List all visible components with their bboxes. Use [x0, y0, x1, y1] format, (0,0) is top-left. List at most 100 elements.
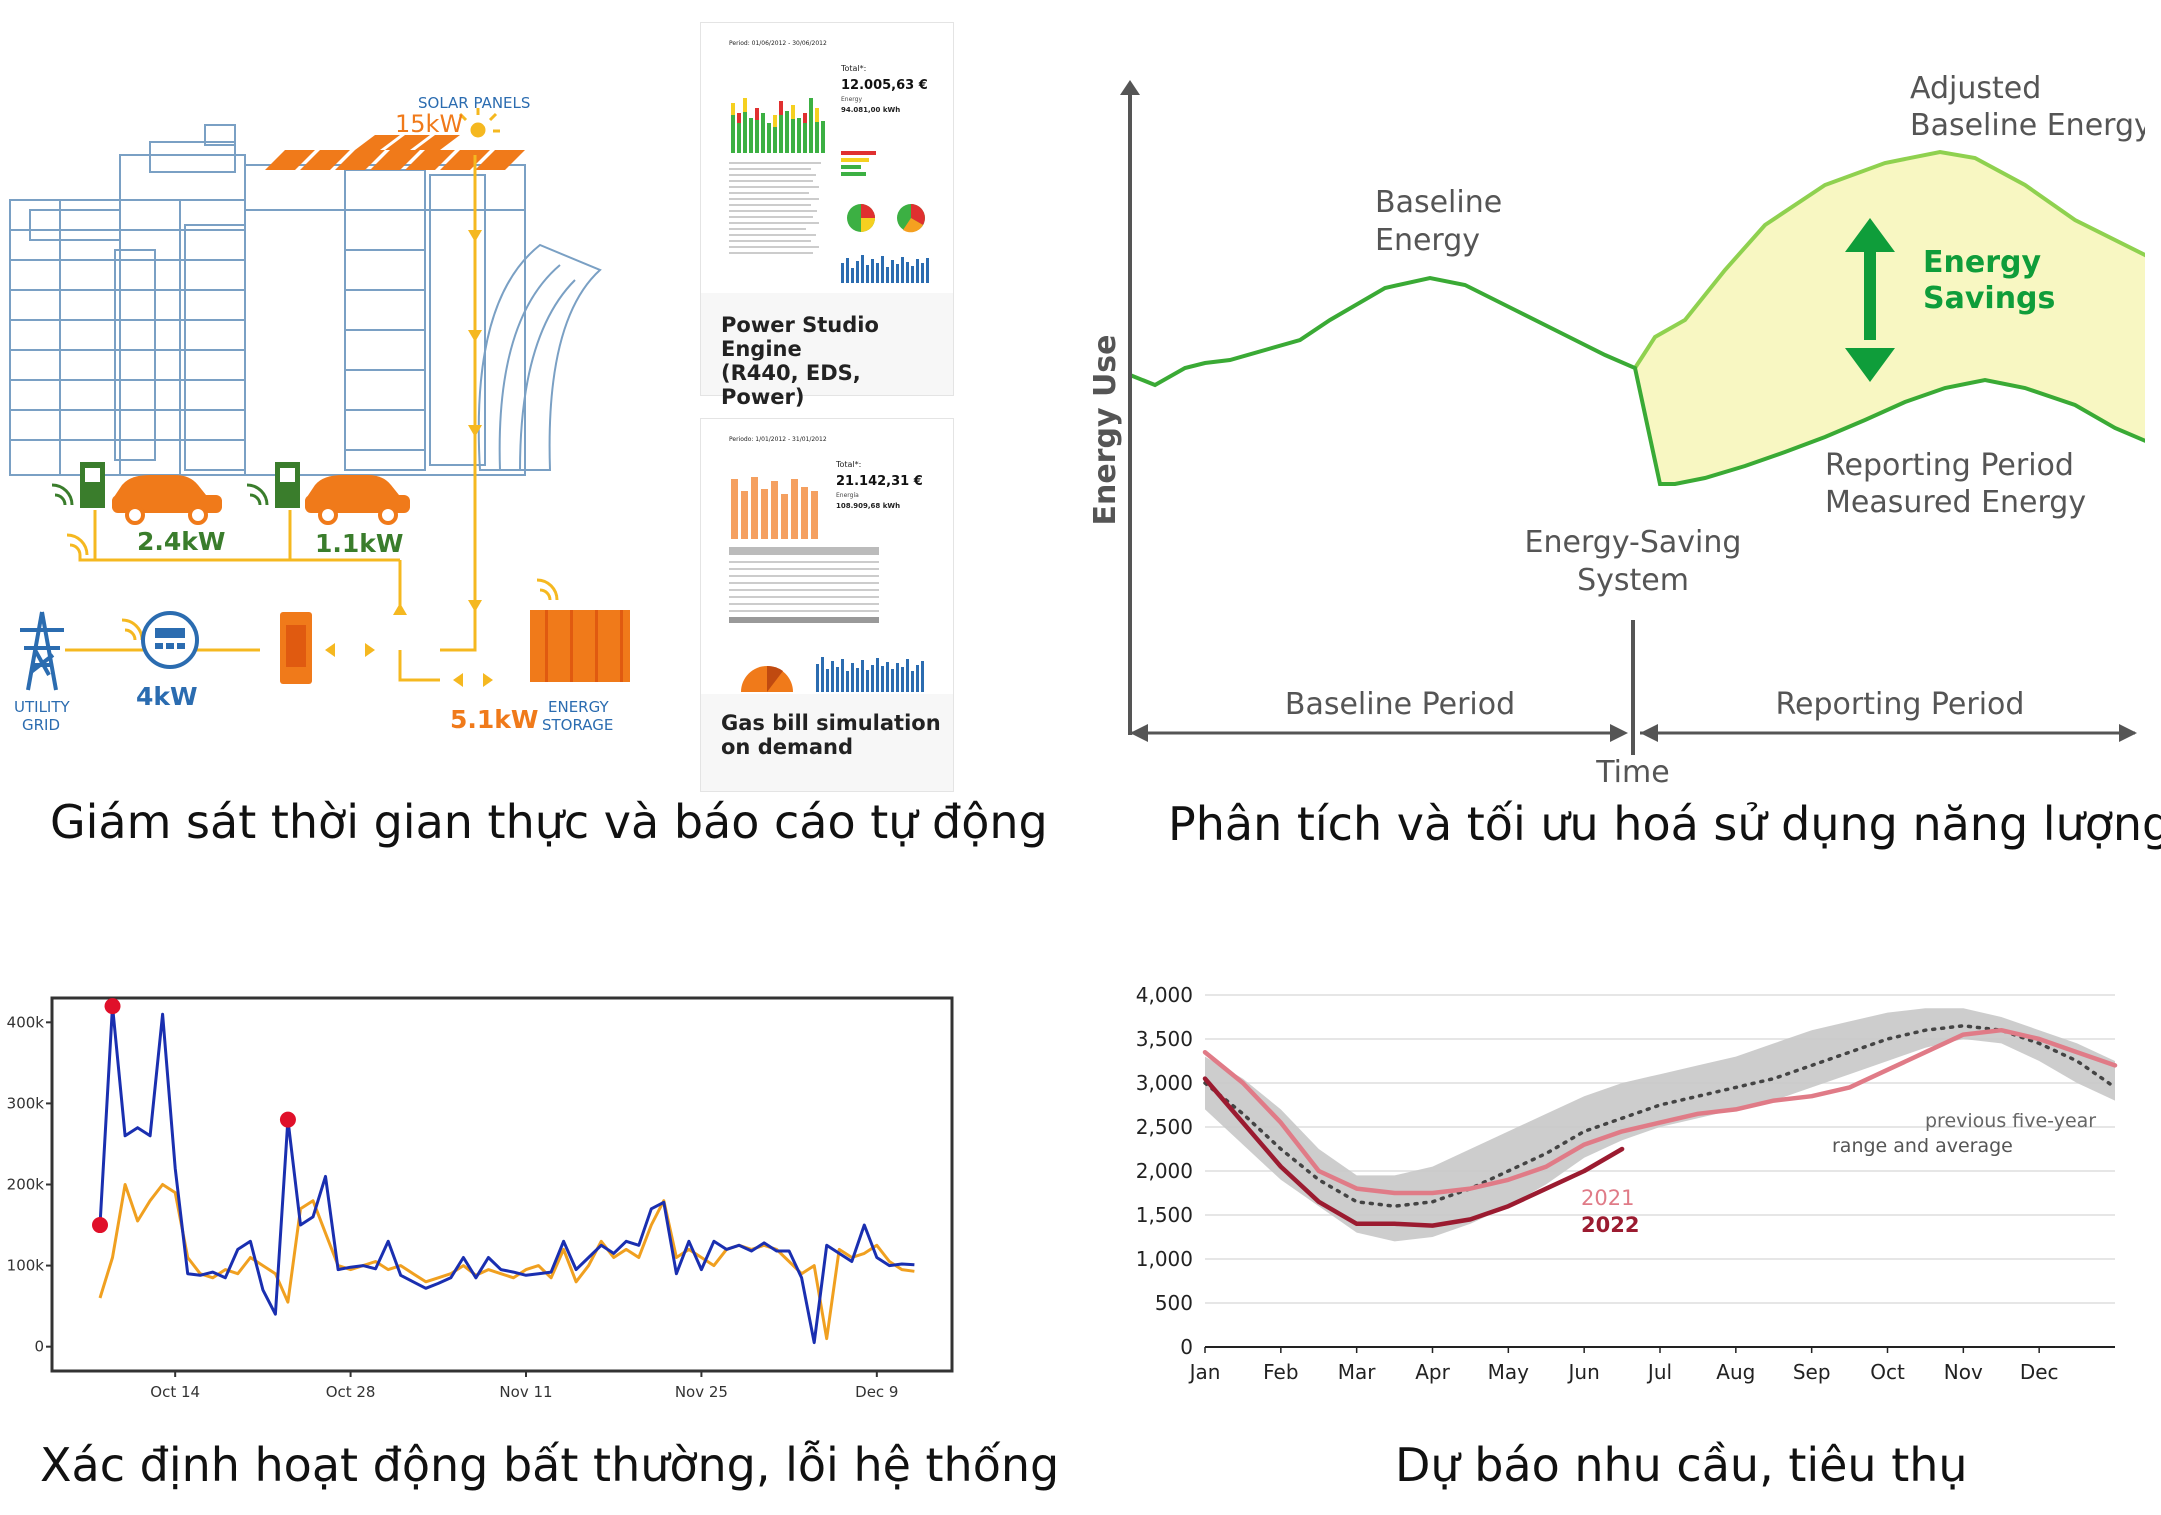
x-tick-label: Mar — [1338, 1360, 1377, 1384]
solar-panels-illustration — [265, 135, 525, 170]
power-lines — [65, 155, 477, 682]
chart-frame — [50, 996, 954, 1373]
x-tick-label: Feb — [1263, 1360, 1298, 1384]
ev2-value: 1.1kW — [315, 529, 404, 558]
system-label-1: Energy-Saving — [1525, 525, 1742, 560]
series-line-2022 — [1202, 1076, 1625, 1228]
arrowhead — [1130, 724, 1148, 742]
y-tick-label: 200k — [7, 1176, 45, 1194]
energy-system-illustration: SOLAR PANELS 15kW 2.4kW 1.1kW UTILITY GR… — [9, 94, 630, 734]
baseline-energy-line — [1129, 275, 2145, 486]
sun-icon — [458, 108, 500, 138]
forecast-area-chart: 05001,0001,5002,0002,5003,0003,5004,000 … — [1136, 983, 2118, 1384]
arrowhead — [1610, 724, 1628, 742]
savings-area — [1635, 152, 2145, 484]
report1-total-label: Total*: — [840, 64, 866, 73]
report1-hbar-chart — [841, 151, 876, 176]
anomaly-line-chart: 0 100k 200k 300k 400k Oct 14 Oct 28 Nov 11 Nov … — [7, 996, 954, 1401]
x-tick-label: May — [1488, 1360, 1530, 1384]
report-card-gas-bill: Periodo: 1/01/2012 - 31/01/2012 Total*: … — [700, 418, 954, 792]
grid-label-1: UTILITY — [14, 698, 71, 716]
measured-label-2: Measured Energy — [1825, 485, 2086, 520]
y-tick-label: 1,000 — [1136, 1247, 1193, 1271]
meter-icon — [141, 611, 199, 669]
x-tick-label: Nov 25 — [675, 1383, 728, 1401]
utility-tower-icon — [20, 611, 64, 691]
x-tick-label: Aug — [1716, 1360, 1755, 1384]
y-tick-label: 0 — [1180, 1335, 1193, 1359]
report1-table-lines — [729, 162, 821, 254]
y-tick-label: 2,500 — [1136, 1115, 1193, 1139]
report1-blue-bars — [841, 255, 929, 283]
x-tick-label: Oct — [1870, 1360, 1905, 1384]
adjusted-baseline-line — [1633, 149, 2145, 370]
monitoring-panel: SOLAR PANELS 15kW 2.4kW 1.1kW UTILITY GR… — [0, 0, 960, 800]
report1-caption: Power Studio Engine (R440, EDS, Power) — [721, 313, 879, 409]
report2-table-header — [729, 547, 879, 555]
y-tick-label: 400k — [7, 1013, 45, 1031]
report1-pie-charts — [847, 204, 925, 233]
report1-bar-chart — [731, 98, 825, 153]
y-tick-label: 2,000 — [1136, 1159, 1193, 1183]
y-tick-label: 0 — [34, 1338, 44, 1356]
series-line-2021 — [1202, 1027, 2118, 1196]
storage-value: 5.1kW — [450, 705, 539, 734]
y-tick-label: 4,000 — [1136, 983, 1193, 1007]
flow-arrows — [325, 230, 493, 687]
x-tick-label: Nov — [1944, 1360, 1983, 1384]
x-tick-label: Jun — [1567, 1360, 1600, 1384]
report-card-power-studio: Period: 01/06/2012 - 30/06/2012 Total*: … — [700, 22, 954, 409]
y-tick-label: 100k — [7, 1257, 45, 1275]
anomaly-marker — [279, 1111, 296, 1128]
report2-energy: 108.909,68 kWh — [836, 502, 900, 510]
report2-table-lines — [729, 561, 879, 612]
x-axis-label: Time — [1595, 755, 1669, 790]
building-illustration — [9, 124, 602, 476]
report2-total-label: Total*: — [835, 460, 861, 469]
system-label-2: System — [1577, 563, 1689, 598]
solar-label: SOLAR PANELS — [418, 94, 530, 112]
energy-savings-diagram: Energy Use Baseline Energy Adjusted Base… — [1088, 71, 2145, 790]
x-tick-label: Sep — [1793, 1360, 1831, 1384]
solar-value: 15kW — [395, 110, 463, 138]
y-axis-arrow — [1120, 80, 1140, 95]
adjusted-label-2: Baseline Energy — [1910, 108, 2145, 143]
y-tick-label: 3,500 — [1136, 1027, 1193, 1051]
y-tick-label: 3,000 — [1136, 1071, 1193, 1095]
savings-double-arrow — [1845, 218, 1895, 382]
baseline-period-label: Baseline Period — [1285, 687, 1515, 722]
storage-label-2: STORAGE — [542, 716, 613, 734]
caption-monitoring: Giám sát thời gian thực và báo cáo tự độ… — [50, 795, 1048, 849]
report2-caption: Gas bill simulation on demand — [721, 711, 941, 759]
report2-energy-label: Energía — [836, 492, 859, 499]
adjusted-label-1: Adjusted — [1910, 71, 2041, 106]
savings-label-2: Savings — [1923, 281, 2055, 316]
x-tick-label: Dec 9 — [855, 1383, 898, 1401]
ev1-value: 2.4kW — [137, 527, 226, 556]
storage-label-1: ENERGY — [548, 698, 609, 716]
y-tick-label: 1,500 — [1136, 1203, 1193, 1227]
energy-storage-icon — [530, 610, 630, 682]
report2-total: 21.142,31 € — [836, 474, 923, 489]
actual-series-line — [98, 1004, 915, 1345]
arrowhead — [2119, 724, 2137, 742]
caption-anomaly: Xác định hoạt động bất thường, lỗi hệ th… — [40, 1438, 1060, 1492]
y-tick-label: 300k — [7, 1094, 45, 1112]
measured-label-1: Reporting Period — [1825, 448, 2074, 483]
x-tick-label: Nov 11 — [499, 1383, 552, 1401]
baseline-label-1: Baseline — [1375, 185, 1502, 220]
grid-label-2: GRID — [22, 716, 60, 734]
report2-blue-bars — [816, 657, 924, 692]
series-label-2022: 2022 — [1581, 1213, 1639, 1237]
caption-forecast: Dự báo nhu cầu, tiêu thụ — [1395, 1438, 1968, 1492]
caption-analysis: Phân tích và tối ưu hoá sử dụng năng lượ… — [1168, 797, 2161, 851]
report1-energy-label: Energy — [841, 96, 862, 103]
report1-period: Period: 01/06/2012 - 30/06/2012 — [729, 40, 827, 47]
anomaly-marker — [92, 1217, 108, 1234]
report2-total-row — [729, 617, 879, 623]
y-axis-label: Energy Use — [1088, 334, 1123, 525]
range-annotation-1: previous five-year — [1925, 1110, 2096, 1132]
report2-orange-bars — [731, 477, 818, 539]
anomaly-marker — [104, 998, 121, 1015]
report1-energy: 94.081,00 kWh — [841, 106, 900, 114]
